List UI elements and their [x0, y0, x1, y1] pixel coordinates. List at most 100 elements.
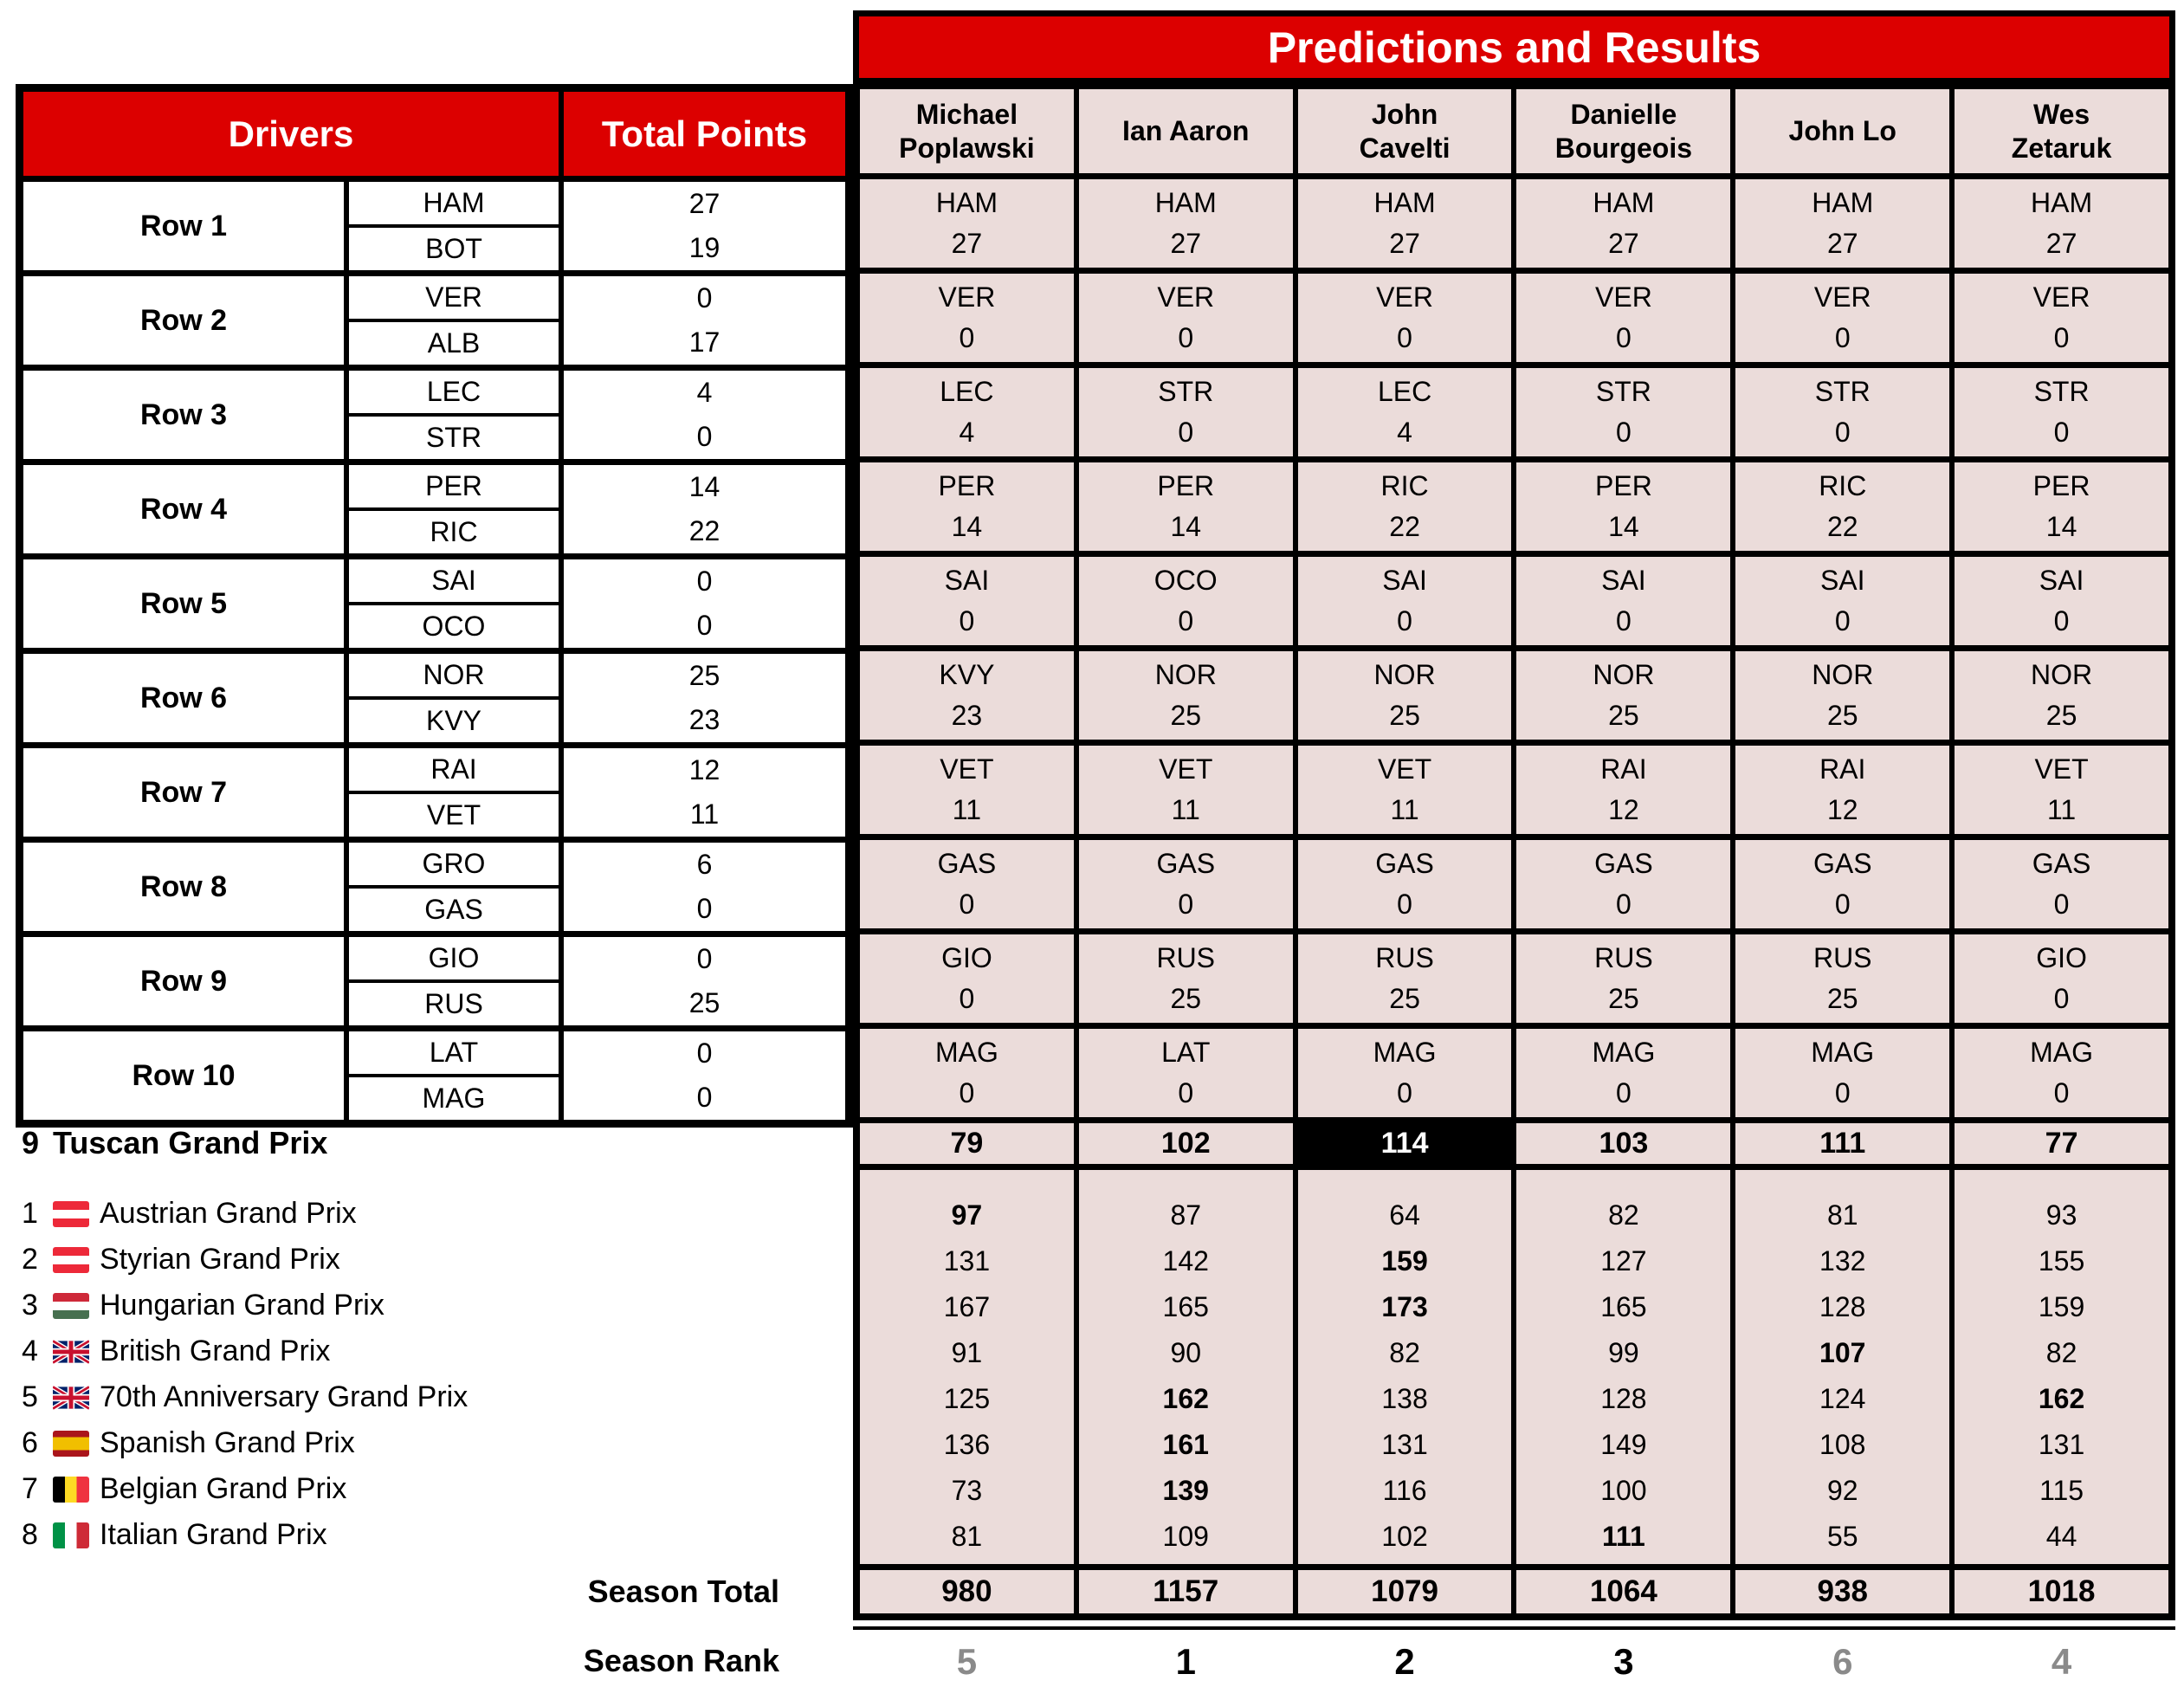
predicted-driver-abbr: GAS [1812, 848, 1872, 879]
gp-score-value: 82 [1389, 1337, 1420, 1368]
predicted-driver-points: 0 [1397, 322, 1412, 353]
flag-belgium-icon [53, 1476, 89, 1503]
season-rank-value: 3 [1613, 1641, 1634, 1682]
driver-abbr-stack: SAI OCO [349, 559, 559, 648]
total-points-column-header: Total Points [564, 92, 845, 176]
predicted-driver-abbr: MAG [1373, 1037, 1437, 1068]
season-total-cell: 1079 [1297, 1570, 1512, 1613]
predicted-driver-abbr: RIC [1380, 470, 1429, 501]
prediction-cell: VET 11 [1955, 746, 2168, 834]
predicted-driver-points: 27 [2045, 228, 2077, 259]
prediction-cell: GAS 0 [860, 840, 1074, 928]
prediction-cell: LEC 4 [1297, 368, 1512, 456]
gp-score-value: 64 [1389, 1199, 1420, 1231]
predicted-driver-points: 27 [1170, 228, 1202, 259]
predicted-driver-abbr: NOR [1154, 659, 1217, 690]
predicted-driver-abbr: NOR [1812, 659, 1874, 690]
predicted-driver-points: 12 [1826, 794, 1858, 825]
predicted-driver-points: 25 [1170, 983, 1202, 1014]
gp-score-value: 81 [1826, 1199, 1858, 1231]
prediction-cell: MAG 0 [1955, 1029, 2168, 1117]
prediction-cell: MAG 0 [1297, 1029, 1512, 1117]
prediction-cell: MAG 0 [860, 1029, 1074, 1117]
gp-score-value: 87 [1170, 1199, 1202, 1231]
prediction-cell: GAS 0 [1516, 840, 1731, 928]
prediction-cell: VET 11 [860, 746, 1074, 834]
prediction-cell: GAS 0 [1955, 840, 2168, 928]
prediction-cell: KVY 23 [860, 651, 1074, 740]
predicted-driver-points: 0 [1834, 322, 1851, 353]
predicted-driver-points: 25 [1826, 983, 1858, 1014]
predicted-driver-abbr: MAG [2030, 1037, 2094, 1068]
gp-score-value: 108 [1819, 1429, 1866, 1460]
driver-points-value: 11 [689, 798, 720, 830]
gp-score-value: 73 [951, 1475, 983, 1506]
predicted-driver-abbr: NOR [2031, 659, 2093, 690]
predicted-driver-points: 0 [1397, 889, 1412, 920]
driver-points-value: 0 [696, 282, 713, 313]
predicted-driver-points: 0 [1178, 417, 1194, 448]
driver-points-value: 0 [696, 610, 713, 641]
driver-points-stack: 27 19 [564, 182, 845, 270]
predicted-driver-abbr: GAS [1594, 848, 1653, 879]
driver-abbr-cell: HAM [349, 182, 559, 224]
player-header-cell: John Cavelti [1297, 89, 1512, 173]
gp-score-value: 167 [943, 1291, 991, 1322]
predicted-driver-points: 0 [1834, 889, 1851, 920]
gp-scores-column: 64 159 173 82 138 131 116 102 [1297, 1170, 1512, 1564]
prediction-cell: VER 0 [1735, 274, 1950, 362]
predicted-driver-points: 25 [1389, 983, 1420, 1014]
gp-list-item: 1 Austrian Grand Prix [22, 1191, 840, 1237]
predicted-driver-abbr: HAM [1373, 187, 1436, 218]
predicted-driver-abbr: RUS [1594, 942, 1653, 973]
current-race-name: Tuscan Grand Prix [53, 1125, 328, 1160]
predicted-driver-points: 0 [1397, 1077, 1412, 1109]
gp-score-value: 159 [1381, 1245, 1428, 1277]
predicted-driver-points: 0 [2053, 417, 2070, 448]
predicted-driver-abbr: STR [2033, 376, 2090, 407]
gp-score-value: 81 [951, 1521, 983, 1552]
predicted-driver-points: 14 [1608, 511, 1639, 542]
predicted-driver-points: 0 [2053, 889, 2070, 920]
driver-abbr-cell: RAI [349, 748, 559, 791]
season-rank-value: 2 [1394, 1641, 1415, 1682]
prediction-cell: MAG 0 [1735, 1029, 1950, 1117]
prediction-cell: RIC 22 [1297, 462, 1512, 551]
predicted-driver-points: 0 [2053, 322, 2070, 353]
flag-austria-icon [53, 1246, 89, 1273]
driver-points-value: 0 [696, 421, 713, 452]
driver-abbr-stack: NOR KVY [349, 654, 559, 742]
predicted-driver-points: 14 [951, 511, 983, 542]
row-label: Row 6 [23, 654, 344, 742]
prediction-cell: HAM 27 [1078, 179, 1293, 268]
prediction-cell: OCO 0 [1078, 557, 1293, 645]
season-rank-value: 1 [1175, 1641, 1196, 1682]
driver-points-value: 0 [696, 893, 713, 924]
prediction-cell: RUS 25 [1735, 934, 1950, 1023]
row-label: Row 4 [23, 465, 344, 553]
driver-abbr-stack: PER RIC [349, 465, 559, 553]
predicted-driver-points: 0 [959, 605, 975, 637]
driver-points-value: 6 [696, 849, 713, 880]
gp-name: Belgian Grand Prix [100, 1472, 347, 1505]
prediction-cell: LEC 4 [860, 368, 1074, 456]
gp-score-value: 131 [2038, 1429, 2085, 1460]
row-label: Row 10 [23, 1031, 344, 1120]
driver-points-value: 0 [696, 566, 713, 597]
predicted-driver-points: 0 [1178, 889, 1194, 920]
prediction-cell: SAI 0 [1735, 557, 1950, 645]
predictions-results-header: Predictions and Results [853, 10, 2175, 84]
prediction-cell: SAI 0 [860, 557, 1074, 645]
prediction-cell: RUS 25 [1516, 934, 1731, 1023]
driver-points-value: 12 [688, 754, 720, 785]
gp-score-value: 92 [1826, 1475, 1858, 1506]
predicted-driver-abbr: RUS [1156, 942, 1216, 973]
prediction-cell: RAI 12 [1516, 746, 1731, 834]
driver-points-value: 17 [688, 326, 720, 358]
predicted-driver-points: 0 [959, 322, 975, 353]
prediction-cell: LAT 0 [1078, 1029, 1293, 1117]
flag-spain-icon [53, 1430, 89, 1457]
predicted-driver-points: 11 [1390, 794, 1419, 825]
